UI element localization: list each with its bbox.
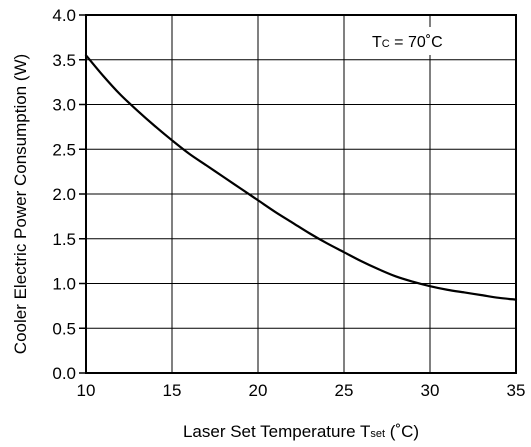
- grid-layer: [86, 15, 516, 373]
- annotation-box: TC = 70˚C: [362, 27, 500, 55]
- x-axis-title-subscript: set: [370, 428, 385, 440]
- series-line: [84, 54, 518, 301]
- y-axis-title: Cooler Electric Power Consumption (W): [11, 54, 30, 354]
- annotation-background: [362, 27, 500, 55]
- y-tick-label: 3.5: [52, 51, 76, 70]
- x-tick-label: 15: [163, 381, 182, 400]
- annotation-text: TC = 70˚C: [372, 34, 443, 51]
- y-tick-label: 1.5: [52, 230, 76, 249]
- y-tick-label: 2.0: [52, 185, 76, 204]
- annotation-value: = 70˚C: [390, 34, 443, 51]
- label-layer: 10 15 20 25 30 35 0.0 0.5 1.0 1.5 2.0 2.5 3.0 3.5 4.0: [52, 6, 525, 400]
- x-axis-title: Laser Set Temperature Tset (˚C): [183, 422, 419, 441]
- x-tick-label: 20: [249, 381, 268, 400]
- x-tick-label: 35: [507, 381, 526, 400]
- annotation-subscript: C: [382, 38, 390, 50]
- x-tick-label: 10: [77, 381, 96, 400]
- y-tick-label: 3.0: [52, 96, 76, 115]
- y-tick-label: 0.5: [52, 319, 76, 338]
- y-tick-label: 2.5: [52, 140, 76, 159]
- x-axis-title-main: Laser Set Temperature T: [183, 422, 370, 441]
- y-tick-label: 1.0: [52, 275, 76, 294]
- x-axis-title-unit: (˚C): [385, 422, 419, 441]
- x-tick-label: 25: [335, 381, 354, 400]
- y-tick-label: 0.0: [52, 364, 76, 383]
- y-tick-label: 4.0: [52, 6, 76, 25]
- series-layer: [84, 54, 518, 301]
- tick-layer: [79, 14, 86, 374]
- x-tick-label: 30: [421, 381, 440, 400]
- annotation-prefix: T: [372, 34, 382, 51]
